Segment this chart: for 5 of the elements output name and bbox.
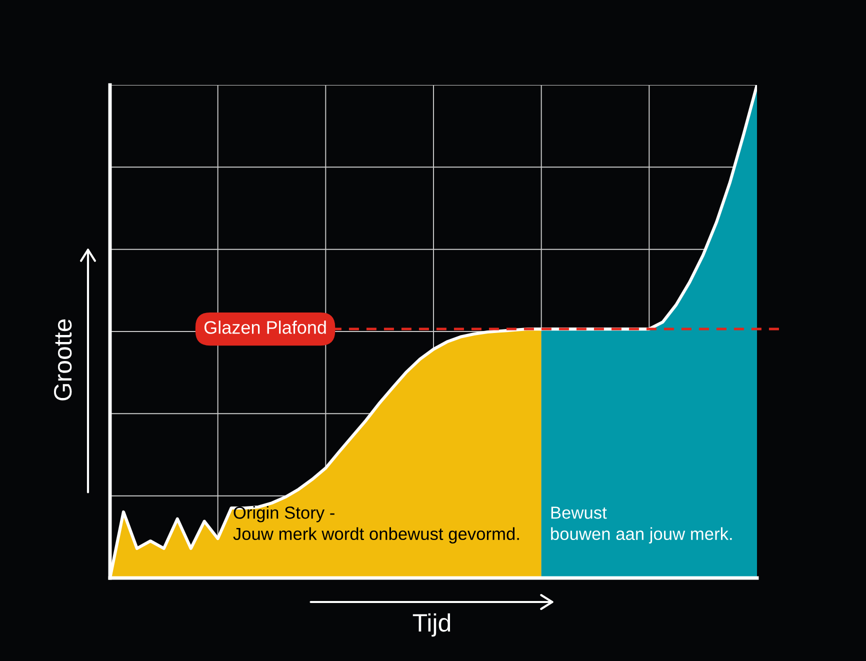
- ref-line-label: Glazen Plafond: [204, 320, 326, 334]
- y-axis-title: Grootte: [54, 319, 72, 400]
- annotation: Bewust bouwen aan jouw merk.: [551, 506, 732, 544]
- annotation: Origin Story - Jouw merk wordt onbewust gevormd.: [233, 506, 519, 544]
- x-axis-title: Tijd: [412, 613, 450, 637]
